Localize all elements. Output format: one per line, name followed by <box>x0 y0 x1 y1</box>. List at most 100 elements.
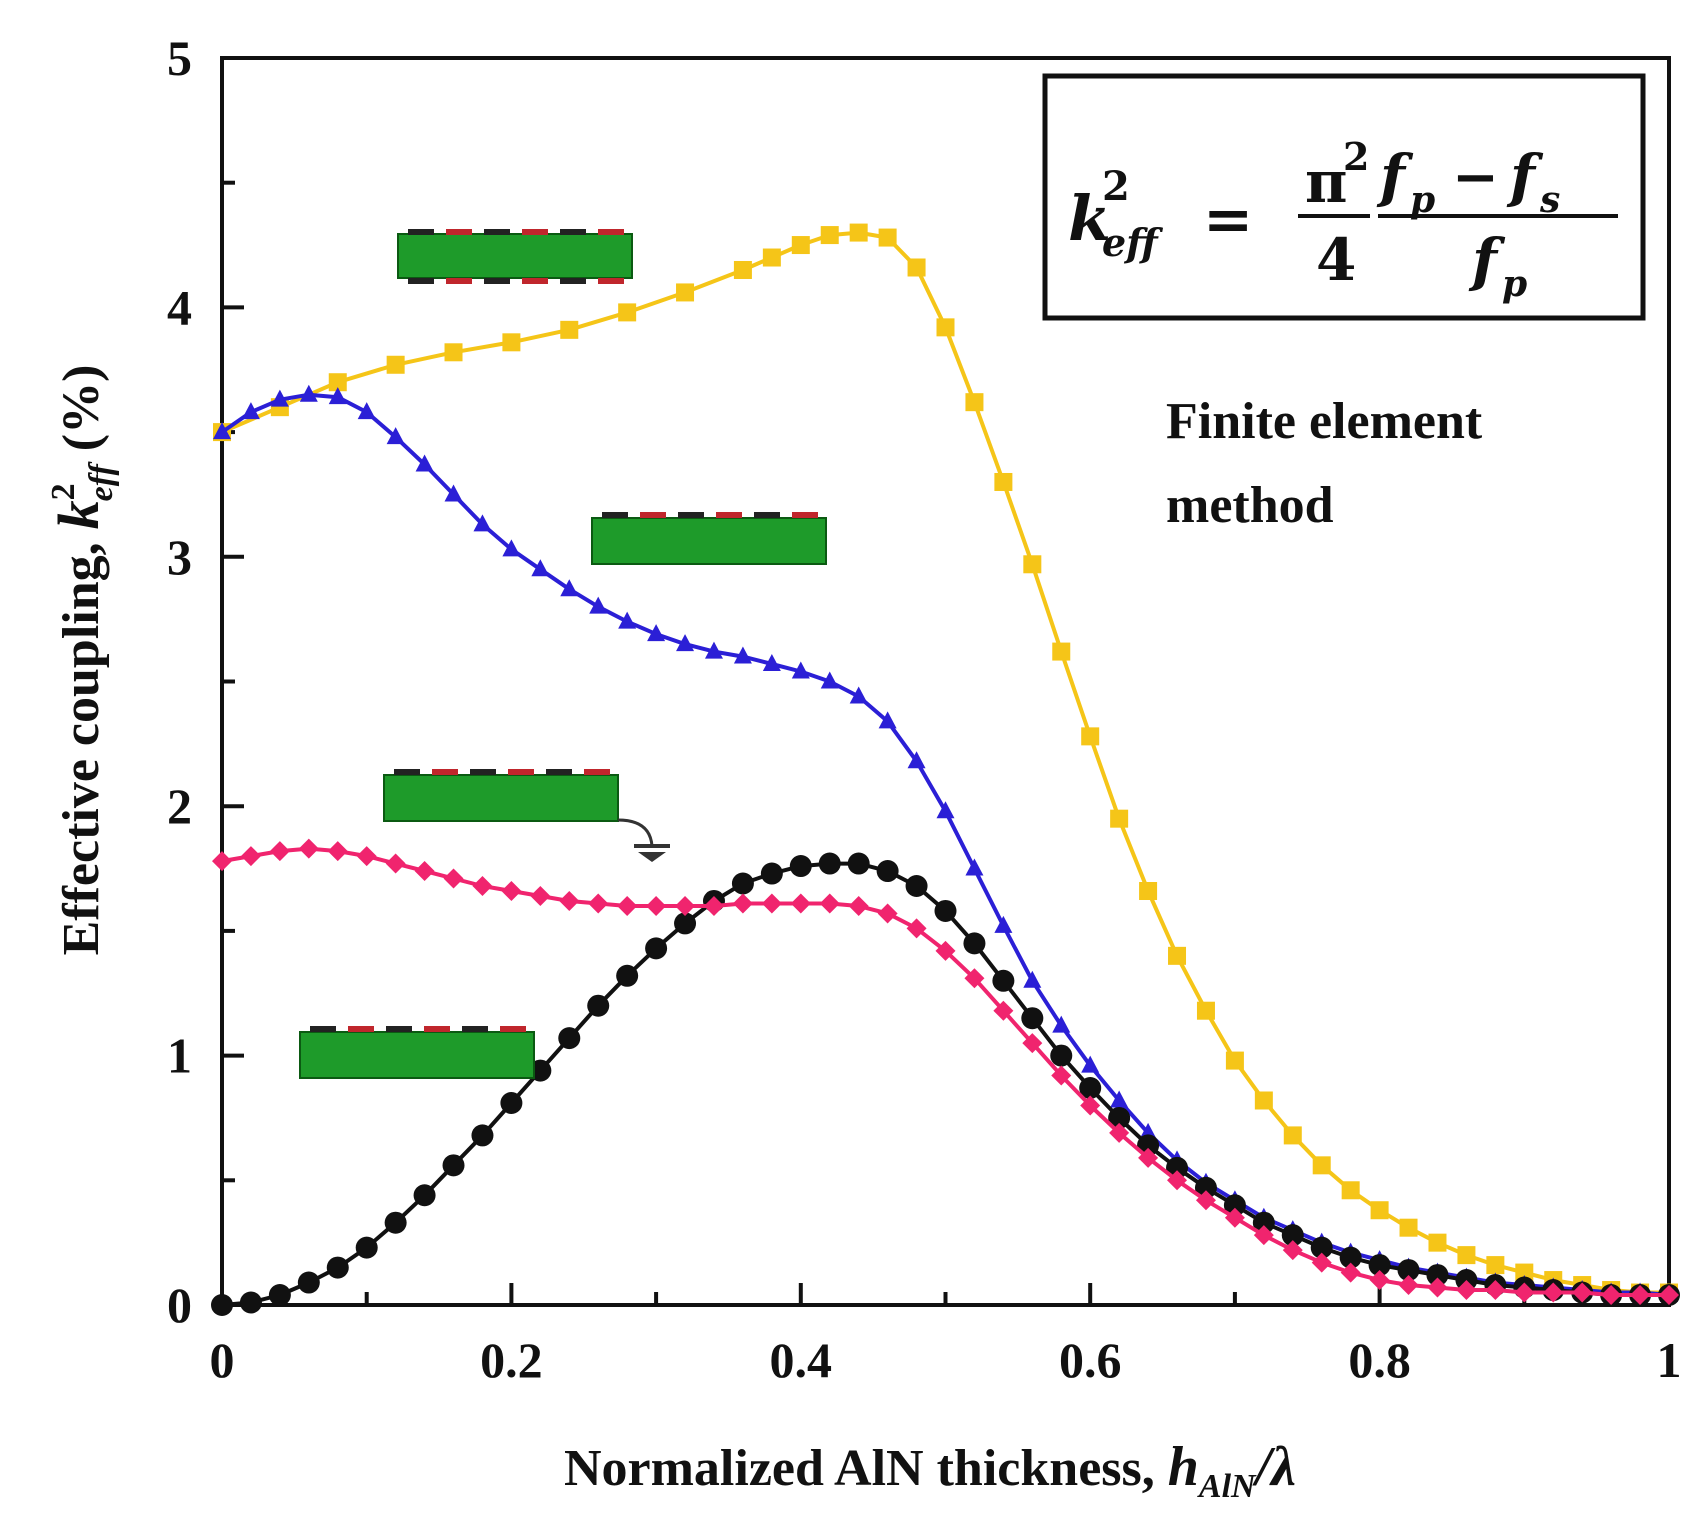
device-schematic-icon-2 <box>591 512 827 565</box>
formula-pi: π <box>1305 148 1347 216</box>
data-point-black-circle <box>355 1236 378 1259</box>
data-point-black-circle <box>731 872 754 895</box>
data-point-blue-triangle <box>1052 1015 1071 1033</box>
data-point-pink-diamond <box>1253 1225 1274 1246</box>
data-point-black-circle <box>326 1256 349 1279</box>
data-point-blue-triangle <box>762 654 781 672</box>
y-axis-title-sup: 2 <box>45 483 82 500</box>
data-point-pink-diamond <box>993 1000 1014 1021</box>
data-point-pink-diamond <box>1080 1095 1101 1116</box>
y-tick-label: 5 <box>167 30 192 86</box>
data-point-yellow-square <box>1428 1233 1447 1252</box>
data-point-pink-diamond <box>414 861 435 882</box>
data-point-pink-diamond <box>1109 1122 1130 1143</box>
data-point-yellow-square <box>762 248 781 267</box>
data-point-pink-diamond <box>703 895 724 916</box>
x-tick-label: 0.4 <box>770 1332 833 1388</box>
data-point-pink-diamond <box>1514 1282 1535 1303</box>
data-point-blue-triangle <box>676 634 695 652</box>
formula-box: k 2 eff = π 2 4 f p − f s f p <box>1042 73 1646 321</box>
x-axis-title-text: Normalized AlN thickness, <box>564 1440 1168 1497</box>
data-point-pink-diamond <box>964 968 985 989</box>
data-point-yellow-square <box>820 226 839 245</box>
data-point-yellow-square <box>907 258 926 277</box>
data-point-pink-diamond <box>530 885 551 906</box>
axis-tick-labels: 0 0.2 0.4 0.6 0.8 1 0 1 2 3 4 5 <box>167 30 1682 1388</box>
data-point-yellow-square <box>328 373 347 392</box>
data-point-yellow-square <box>502 333 521 352</box>
data-point-yellow-square <box>1225 1051 1244 1070</box>
data-point-yellow-square <box>1168 946 1187 965</box>
data-point-blue-triangle <box>270 389 289 407</box>
data-point-pink-diamond <box>1022 1033 1043 1054</box>
data-point-pink-diamond <box>1138 1147 1159 1168</box>
data-point-blue-triangle <box>733 646 752 664</box>
data-point-yellow-square <box>1341 1181 1360 1200</box>
data-point-yellow-square <box>1052 642 1071 661</box>
data-point-yellow-square <box>1196 1001 1215 1020</box>
data-point-pink-diamond <box>732 893 753 914</box>
data-point-yellow-square <box>1283 1126 1302 1145</box>
data-point-black-circle <box>1079 1077 1102 1100</box>
data-point-yellow-square <box>560 320 579 339</box>
data-point-black-circle <box>1108 1106 1131 1129</box>
formula-den-f-sub: p <box>1502 263 1527 305</box>
data-point-blue-triangle <box>1023 970 1042 988</box>
data-point-yellow-square <box>618 303 637 322</box>
data-point-black-circle <box>1050 1044 1073 1067</box>
data-point-black-circle <box>876 860 899 883</box>
data-point-blue-triangle <box>965 858 984 876</box>
data-point-black-circle <box>905 875 928 898</box>
data-point-black-circle <box>1426 1264 1449 1287</box>
y-tick-label: 2 <box>167 778 192 834</box>
data-point-pink-diamond <box>617 895 638 916</box>
data-point-pink-diamond <box>559 890 580 911</box>
data-point-black-circle <box>645 937 668 960</box>
data-point-pink-diamond <box>1485 1280 1506 1301</box>
data-point-black-circle <box>847 852 870 875</box>
data-point-blue-triangle <box>531 559 550 577</box>
data-point-blue-triangle <box>502 539 521 557</box>
data-point-pink-diamond <box>1630 1285 1651 1306</box>
data-point-pink-diamond <box>212 851 232 872</box>
x-axis-title-suffix: /λ <box>1252 1436 1296 1498</box>
data-point-blue-triangle <box>1081 1055 1100 1073</box>
x-tick-label: 1 <box>1657 1332 1682 1388</box>
formula-lhs: k <box>1068 182 1111 255</box>
data-point-yellow-square <box>878 228 897 247</box>
data-point-pink-diamond <box>1282 1240 1303 1261</box>
y-axis-title-suffix: (%) <box>53 365 110 465</box>
data-point-black-circle <box>1281 1224 1304 1247</box>
x-axis-title-sub: AlN <box>1197 1468 1257 1505</box>
data-point-pink-diamond <box>646 895 667 916</box>
series-black-circle <box>211 852 1680 1316</box>
data-point-yellow-square <box>1370 1201 1389 1220</box>
data-point-blue-triangle <box>936 801 955 819</box>
data-point-black-circle <box>789 855 812 878</box>
data-point-black-circle <box>1339 1246 1362 1269</box>
series-layer <box>211 223 1680 1316</box>
data-point-black-circle <box>297 1271 320 1294</box>
y-tick-label: 3 <box>167 529 192 585</box>
data-point-pink-diamond <box>1456 1280 1477 1301</box>
data-point-black-circle <box>1368 1254 1391 1277</box>
data-point-black-circle <box>1194 1176 1217 1199</box>
data-point-blue-triangle <box>618 611 637 629</box>
formula-denominator: 4 <box>1316 226 1356 294</box>
data-point-yellow-square <box>676 283 695 302</box>
data-point-blue-triangle <box>704 641 723 659</box>
device-schematic-icon-1 <box>397 229 633 284</box>
data-point-blue-triangle <box>849 686 868 704</box>
data-point-pink-diamond <box>501 880 522 901</box>
data-point-yellow-square <box>1254 1091 1273 1110</box>
data-point-black-circle <box>760 862 783 885</box>
data-point-blue-triangle <box>907 751 926 769</box>
data-point-yellow-square <box>849 223 868 242</box>
x-tick-label: 0.2 <box>480 1332 543 1388</box>
formula-equals: = <box>1203 185 1253 255</box>
data-point-pink-diamond <box>848 895 869 916</box>
data-point-yellow-square <box>1139 881 1158 900</box>
data-point-yellow-square <box>1515 1263 1534 1282</box>
y-axis-title-text: Effective coupling, <box>53 529 110 955</box>
data-point-black-circle <box>211 1294 233 1316</box>
